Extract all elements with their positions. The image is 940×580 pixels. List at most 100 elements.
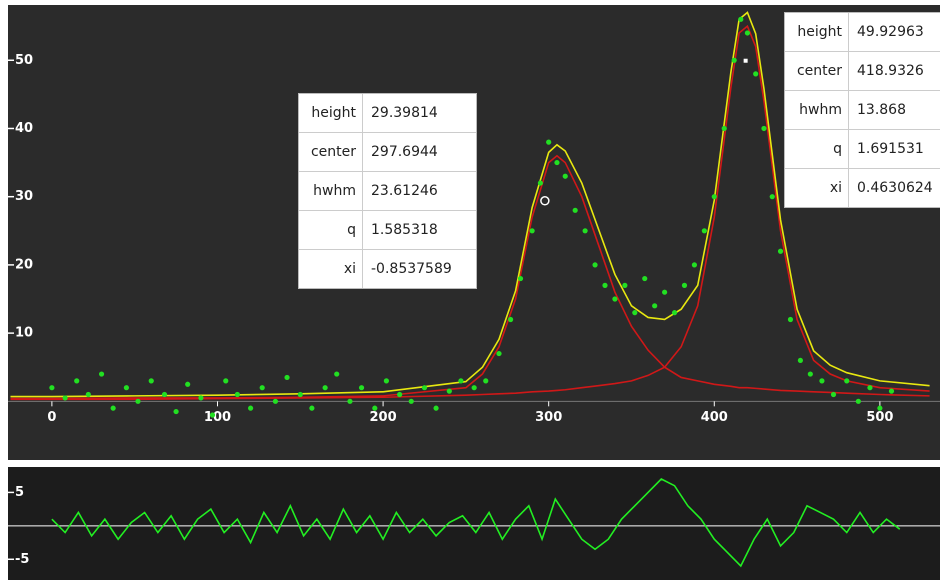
data-point [632,310,638,316]
data-point [662,289,668,295]
data-point [483,378,489,384]
data-point [572,207,578,213]
data-point [248,405,254,411]
data-point [309,405,315,411]
data-point [446,388,452,394]
data-point [744,30,751,36]
curve [51,478,901,568]
residual-plot-bg [8,467,940,580]
param-value[interactable]: 23.61246 [371,183,438,199]
param-label: center [299,133,363,171]
data-point [691,262,698,268]
data-point [753,71,759,77]
data-point [74,378,80,384]
curve [10,154,930,400]
param-panel: height 49.92963 center 418.9326 hwhm 13.868 q 1… [784,12,940,208]
data-point [49,385,55,391]
data-point [797,357,803,364]
data-point [496,350,502,357]
x-tick-label: 100 [204,410,231,425]
data-point [830,391,837,398]
x-tick-label: 0 [47,410,56,425]
data-point [421,385,428,391]
y-tick-label: 50 [15,53,33,68]
param-row: center 418.9326 [785,52,940,91]
data-point [807,371,813,377]
peak-marker [540,196,550,206]
data-point [546,139,552,145]
data-point [223,378,229,384]
data-point [135,398,141,404]
data-point [582,228,588,234]
data-point [259,385,265,391]
param-value[interactable]: 1.585318 [371,222,438,238]
data-point [711,194,717,200]
data-point [123,385,130,391]
param-row: center 297.6944 [299,133,476,172]
param-row: q 1.585318 [299,211,476,250]
param-row: height 49.92963 [785,13,940,52]
curve [10,11,930,398]
data-point [397,391,403,398]
x-tick-label: 300 [535,410,562,425]
data-point [867,385,873,391]
param-value[interactable]: -0.8537589 [371,261,452,277]
data-point [347,398,353,404]
data-point [681,282,688,288]
data-point [877,405,883,411]
data-point [844,378,850,384]
data-point [731,57,737,63]
data-point [471,385,477,391]
data-point [554,159,560,166]
data-point [62,395,68,401]
data-point [562,173,568,179]
data-point [592,262,598,268]
data-point [161,391,168,398]
data-point [148,378,154,384]
data-point [334,371,340,377]
data-point [787,316,794,323]
data-point [272,398,279,404]
param-value[interactable]: 0.4630624 [857,180,933,196]
x-tick-label: 200 [370,410,397,425]
y-tick-label: 30 [15,189,33,204]
param-value[interactable]: 297.6944 [371,144,438,160]
data-point [537,180,544,186]
param-row: q 1.691531 [785,130,940,169]
data-point [602,282,608,288]
data-point [284,374,290,381]
data-point [458,378,464,384]
y-tick-label: -5 [15,552,29,567]
data-point [198,395,204,401]
param-label: q [785,130,849,168]
curve [10,24,930,401]
y-tick-label: 10 [15,326,33,341]
param-value[interactable]: 49.92963 [857,24,924,40]
param-label: height [299,94,363,132]
param-value[interactable]: 13.868 [857,102,906,118]
param-row: hwhm 23.61246 [299,172,476,211]
data-point [372,405,378,411]
y-tick-label: 5 [15,485,24,500]
param-label: q [299,211,363,249]
data-point [173,408,179,415]
data-point [721,125,727,132]
data-point [85,391,91,398]
y-tick-label: 40 [15,121,33,136]
param-row: xi 0.4630624 [785,169,940,207]
param-value[interactable]: 1.691531 [857,141,924,157]
data-point [234,391,240,398]
param-panel: height 29.39814 center 297.6944 hwhm 23.61246… [298,93,477,289]
data-point [209,412,216,418]
data-point [622,282,628,288]
param-value[interactable]: 418.9326 [857,63,924,79]
param-row: xi -0.8537589 [299,250,476,288]
data-point [408,398,414,404]
data-point [769,194,775,200]
x-tick-label: 400 [701,410,728,425]
data-point [819,378,825,384]
param-label: hwhm [785,91,849,129]
param-value[interactable]: 29.39814 [371,105,438,121]
data-point [322,385,328,391]
data-point [642,275,648,282]
